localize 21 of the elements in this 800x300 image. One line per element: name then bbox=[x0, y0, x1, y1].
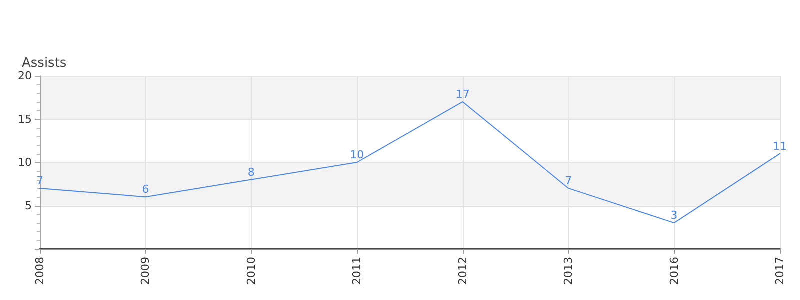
x-tick-label: 2011 bbox=[350, 257, 364, 285]
x-tick-label: 2016 bbox=[668, 257, 681, 285]
y-tick-label: 20 bbox=[18, 70, 32, 82]
y-tick-label: 5 bbox=[25, 199, 32, 212]
x-tick-label: 2013 bbox=[562, 257, 576, 285]
data-label: 11 bbox=[773, 140, 787, 153]
data-label: 3 bbox=[670, 209, 678, 222]
data-label: 17 bbox=[456, 88, 470, 101]
y-tick-label: 10 bbox=[18, 156, 32, 169]
x-tick-label: 2010 bbox=[244, 257, 258, 285]
x-tick-label: 2017 bbox=[774, 257, 786, 285]
data-label: 10 bbox=[350, 148, 364, 162]
x-tick-label: 2012 bbox=[456, 257, 470, 285]
x-tick-label: 2009 bbox=[139, 257, 152, 285]
y-axis-title: Assists bbox=[22, 56, 67, 71]
data-label: 8 bbox=[248, 166, 255, 179]
x-tick-label: 2008 bbox=[34, 257, 46, 285]
data-label: 7 bbox=[565, 174, 572, 188]
y-tick-label: 15 bbox=[18, 112, 32, 126]
data-label: 6 bbox=[142, 183, 150, 196]
data-label: 7 bbox=[36, 174, 44, 188]
